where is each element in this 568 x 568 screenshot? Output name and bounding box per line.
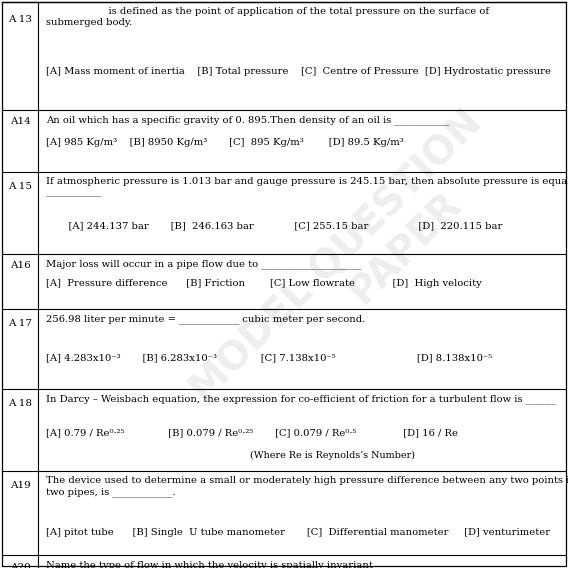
Text: A 18: A 18 bbox=[8, 399, 32, 408]
Text: Major loss will occur in a pipe flow due to ____________________: Major loss will occur in a pipe flow due… bbox=[46, 259, 361, 269]
Text: [A] pitot tube      [B] Single  U tube manometer       [C]  Differential manomet: [A] pitot tube [B] Single U tube manomet… bbox=[46, 528, 550, 537]
Text: A19: A19 bbox=[10, 481, 30, 490]
Text: [A] 4.283x10⁻³       [B] 6.283x10⁻³              [C] 7.138x10⁻⁵                 : [A] 4.283x10⁻³ [B] 6.283x10⁻³ [C] 7.138x… bbox=[46, 353, 492, 362]
Text: A16: A16 bbox=[10, 261, 30, 270]
Text: [A]  Pressure difference      [B] Friction        [C] Low flowrate            [D: [A] Pressure difference [B] Friction [C]… bbox=[46, 279, 482, 288]
Text: A 17: A 17 bbox=[8, 319, 32, 328]
Text: is defined as the point of application of the total pressure on the surface of: is defined as the point of application o… bbox=[46, 7, 489, 16]
Text: MODEL QUESTION
        PAPER: MODEL QUESTION PAPER bbox=[183, 104, 521, 441]
Text: two pipes, is ____________.: two pipes, is ____________. bbox=[46, 487, 176, 496]
Text: 256.98 liter per minute = ____________ cubic meter per second.: 256.98 liter per minute = ____________ c… bbox=[46, 314, 365, 324]
Text: If atmospheric pressure is 1.013 bar and gauge pressure is 245.15 bar, then abso: If atmospheric pressure is 1.013 bar and… bbox=[46, 177, 568, 186]
Text: An oil which has a specific gravity of 0. 895.Then density of an oil is ________: An oil which has a specific gravity of 0… bbox=[46, 115, 449, 125]
Text: [A] 244.137 bar       [B]  246.163 bar             [C] 255.15 bar               : [A] 244.137 bar [B] 246.163 bar [C] 255.… bbox=[56, 221, 502, 230]
Text: [A] 0.79 / Re⁰·²⁵              [B] 0.079 / Re⁰·²⁵       [C] 0.079 / Re⁰·⁵       : [A] 0.79 / Re⁰·²⁵ [B] 0.079 / Re⁰·²⁵ [C]… bbox=[46, 428, 458, 437]
Text: ___________: ___________ bbox=[46, 188, 101, 197]
Text: In Darcy – Weisbach equation, the expression for co-efficient of friction for a : In Darcy – Weisbach equation, the expres… bbox=[46, 394, 556, 404]
Text: [A] Mass moment of inertia    [B] Total pressure    [C]  Centre of Pressure  [D]: [A] Mass moment of inertia [B] Total pre… bbox=[46, 67, 551, 76]
Text: (Where Re is Reynolds’s Number): (Where Re is Reynolds’s Number) bbox=[46, 452, 415, 461]
Text: The device used to determine a small or moderately high pressure difference betw: The device used to determine a small or … bbox=[46, 476, 568, 485]
Text: Name the type of flow in which the velocity is spatially invariant ___________: Name the type of flow in which the veloc… bbox=[46, 560, 431, 568]
Text: submerged body.: submerged body. bbox=[46, 18, 132, 27]
Text: A 15: A 15 bbox=[8, 182, 32, 191]
Text: A 13: A 13 bbox=[8, 15, 32, 24]
Text: A14: A14 bbox=[10, 118, 30, 127]
Text: A20: A20 bbox=[10, 563, 30, 568]
Text: [A] 985 Kg/m³    [B] 8950 Kg/m³       [C]  895 Kg/m³        [D] 89.5 Kg/m³: [A] 985 Kg/m³ [B] 8950 Kg/m³ [C] 895 Kg/… bbox=[46, 138, 404, 147]
